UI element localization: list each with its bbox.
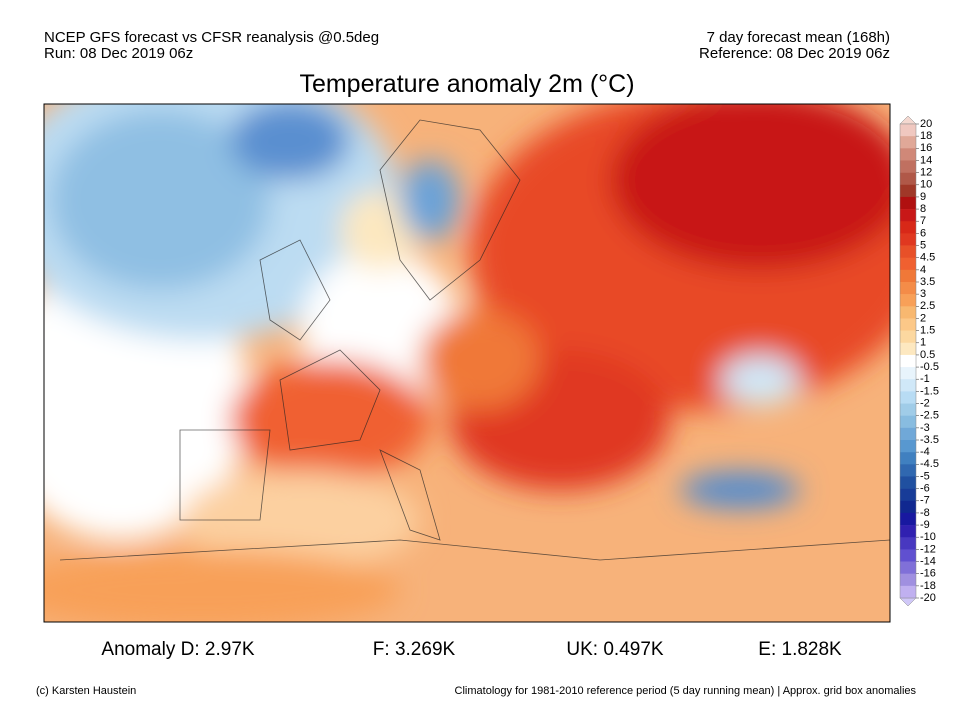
colorbar-label: -10 — [920, 531, 936, 543]
colorbar-bin — [900, 476, 916, 489]
colorbar-bin — [900, 500, 916, 514]
colorbar-label: 2 — [920, 312, 926, 324]
colorbar-bin — [900, 367, 916, 380]
map-title: Temperature anomaly 2m (°C) — [299, 70, 634, 98]
header-line: NCEP GFS forecast vs CFSR reanalysis @0.… — [44, 29, 379, 46]
colorbar-bin — [900, 512, 916, 526]
colorbar-end — [899, 597, 917, 607]
colorbar-label: -3 — [920, 422, 930, 434]
colorbar-bin — [900, 294, 916, 307]
colorbar-bin — [900, 440, 916, 453]
colorbar-bin — [900, 391, 916, 404]
colorbar-bin — [900, 172, 916, 186]
colorbar-bin — [900, 306, 916, 319]
header-line: Run: 08 Dec 2019 06z — [44, 45, 193, 62]
colorbar-label: 4.5 — [920, 252, 935, 264]
colorbar-label: 3.5 — [920, 276, 935, 288]
colorbar-bin — [900, 452, 916, 465]
colorbar-label: -7 — [920, 495, 930, 507]
colorbar-label: 6 — [920, 227, 926, 239]
colorbar-bin — [900, 282, 916, 295]
colorbar-label: 5 — [920, 239, 926, 251]
colorbar-label: -8 — [920, 507, 930, 519]
colorbar-label: -12 — [920, 543, 936, 555]
colorbar-label: -1 — [920, 373, 930, 385]
colorbar-bin — [900, 209, 916, 222]
colorbar-bin — [900, 330, 916, 344]
colorbar-label: 20 — [920, 118, 932, 130]
anomaly-stat: Anomaly D: 2.97K — [101, 639, 254, 660]
colorbar-label: 4 — [920, 264, 926, 276]
colorbar-bin — [900, 342, 916, 356]
colorbar-label: 14 — [920, 154, 932, 166]
colorbar-bin — [900, 257, 916, 271]
colorbar-label: -1.5 — [920, 385, 939, 397]
colorbar-bin — [900, 379, 916, 392]
colorbar-bin — [900, 403, 916, 416]
colorbar-label: -4 — [920, 446, 930, 458]
colorbar-bin — [900, 354, 916, 368]
colorbar-label: -6 — [920, 483, 930, 495]
colorbar-frame — [899, 123, 917, 599]
colorbar-bin — [900, 160, 916, 173]
colorbar-label: 8 — [920, 203, 926, 215]
colorbar-label: -5 — [920, 470, 930, 482]
colorbar-bin — [900, 318, 916, 331]
anomaly-stat: UK: 0.497K — [566, 639, 663, 660]
colorbar-bin — [900, 196, 916, 210]
colorbar-label: 10 — [920, 179, 932, 191]
colorbar-label: -4.5 — [920, 458, 939, 470]
colorbar-bin — [900, 148, 916, 161]
anomaly-stat: F: 3.269K — [373, 639, 456, 660]
colorbar-label: 1 — [920, 337, 926, 349]
colorbar-label: -14 — [920, 555, 936, 567]
header-line: Reference: 08 Dec 2019 06z — [699, 45, 890, 62]
colorbar-bin — [900, 233, 916, 246]
colorbar-label: 16 — [920, 142, 932, 154]
colorbar-bin — [900, 136, 916, 149]
colorbar-bin — [900, 561, 916, 574]
colorbar-label: 1.5 — [920, 325, 935, 337]
colorbar-bin — [900, 184, 916, 198]
footer-credit: (c) Karsten Haustein — [36, 685, 136, 697]
colorbar-label: -20 — [920, 592, 936, 604]
footer-note: Climatology for 1981-2010 reference peri… — [455, 685, 917, 697]
colorbar-bin — [900, 269, 916, 283]
colorbar: 201816141210987654.543.532.521.510.5-0.5… — [899, 115, 939, 607]
colorbar-bin — [900, 525, 916, 538]
colorbar-bin — [900, 549, 916, 562]
colorbar-label: -3.5 — [920, 434, 939, 446]
header-line: 7 day forecast mean (168h) — [707, 29, 890, 46]
colorbar-end — [899, 115, 917, 125]
colorbar-label: 3 — [920, 288, 926, 300]
colorbar-bin — [900, 245, 916, 258]
colorbar-label: -16 — [920, 568, 936, 580]
colorbar-label: 0.5 — [920, 349, 935, 361]
colorbar-bin — [900, 427, 916, 441]
colorbar-label: 18 — [920, 130, 932, 142]
colorbar-bin — [900, 221, 916, 234]
colorbar-bin — [900, 488, 916, 502]
colorbar-label: -9 — [920, 519, 930, 531]
colorbar-bin — [900, 537, 916, 550]
colorbar-label: 12 — [920, 167, 932, 179]
colorbar-bin — [900, 585, 916, 599]
colorbar-bin — [900, 415, 916, 429]
colorbar-label: 9 — [920, 191, 926, 203]
colorbar-bin — [900, 464, 916, 477]
map — [44, 104, 890, 622]
colorbar-label: -2.5 — [920, 410, 939, 422]
colorbar-bin — [900, 573, 916, 587]
colorbar-bin — [900, 124, 916, 137]
anomaly-stat: E: 1.828K — [758, 639, 842, 660]
colorbar-label: -2 — [920, 397, 930, 409]
colorbar-label: -18 — [920, 580, 936, 592]
colorbar-label: 2.5 — [920, 300, 935, 312]
colorbar-label: 7 — [920, 215, 926, 227]
colorbar-label: -0.5 — [920, 361, 939, 373]
